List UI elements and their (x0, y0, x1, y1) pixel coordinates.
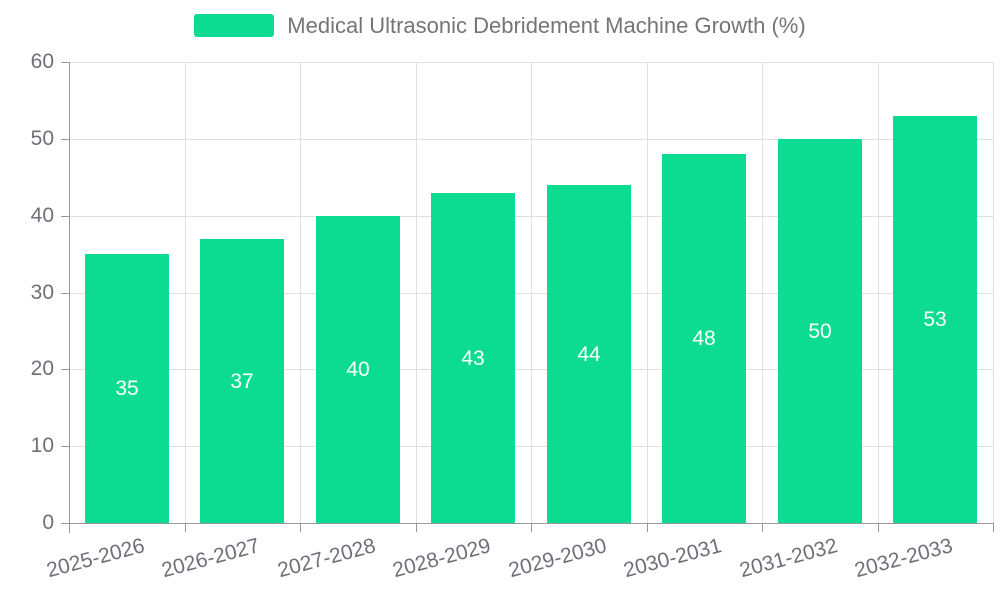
y-tick-label: 0 (42, 511, 54, 534)
y-tick-label: 30 (30, 281, 54, 304)
x-tick-mark (531, 523, 532, 532)
x-tick-mark (878, 523, 879, 532)
bar[interactable]: 35 (85, 254, 169, 523)
v-gridline (185, 62, 186, 523)
bar[interactable]: 37 (200, 239, 284, 523)
y-tick-label: 40 (30, 204, 54, 227)
v-gridline (300, 62, 301, 523)
bar[interactable]: 53 (893, 116, 977, 523)
x-tick-mark (185, 523, 186, 532)
bar[interactable]: 40 (316, 216, 400, 523)
x-tick-label: 2030-2031 (620, 534, 724, 583)
bar-value-label: 37 (230, 369, 254, 393)
x-axis: 2025-2026 2026-2027 2027-2028 2028-2029 2029… (44, 523, 994, 600)
v-gridline (762, 62, 763, 523)
y-tick-label: 50 (30, 127, 54, 150)
bar-value-label: 44 (577, 342, 601, 366)
bar-value-label: 40 (346, 358, 370, 381)
x-tick-label: 2032-2033 (851, 534, 955, 583)
y-tick-mark (61, 62, 69, 63)
bar-value-label: 50 (808, 319, 832, 343)
y-tick-mark (61, 446, 69, 447)
bar[interactable]: 48 (662, 154, 746, 523)
x-tick-label: 2025-2026 (43, 534, 147, 583)
y-tick-label: 10 (30, 434, 54, 457)
bar-value-label: 35 (115, 377, 139, 400)
y-tick-mark (61, 216, 69, 217)
bar[interactable]: 43 (431, 193, 515, 523)
x-tick-mark (416, 523, 417, 532)
x-tick-label: 2028-2029 (389, 534, 493, 583)
y-axis-line (69, 62, 70, 533)
x-tick-label: 2029-2030 (505, 534, 609, 583)
bar[interactable]: 50 (778, 139, 862, 523)
v-gridline (878, 62, 879, 523)
x-tick-mark (300, 523, 301, 532)
y-tick-mark (61, 139, 69, 140)
x-tick-mark (69, 523, 70, 532)
y-tick-label: 20 (30, 357, 54, 380)
bar-value-label: 53 (923, 308, 947, 331)
x-tick-mark (647, 523, 648, 532)
x-tick-mark (993, 523, 994, 532)
legend[interactable]: Medical Ultrasonic Debridement Machine G… (0, 14, 1000, 37)
legend-swatch-icon (194, 14, 275, 37)
y-axis: 0 10 20 30 40 50 60 (0, 51, 69, 534)
plot-area: 35 37 40 43 44 48 50 53 (69, 62, 994, 523)
y-tick-mark (61, 369, 69, 370)
legend-label: Medical Ultrasonic Debridement Machine G… (287, 12, 806, 38)
v-gridline (647, 62, 648, 523)
v-gridline (416, 62, 417, 523)
y-tick-mark (61, 523, 69, 524)
y-tick-label: 60 (30, 50, 54, 73)
bar-value-label: 43 (461, 346, 485, 370)
v-gridline (531, 62, 532, 523)
x-tick-label: 2027-2028 (274, 534, 378, 583)
y-tick-mark (61, 293, 69, 294)
v-gridline (993, 62, 994, 523)
x-tick-mark (762, 523, 763, 532)
bar[interactable]: 44 (547, 185, 631, 523)
bar-value-label: 48 (692, 327, 716, 350)
x-tick-label: 2031-2032 (736, 534, 840, 583)
x-tick-label: 2026-2027 (158, 534, 262, 583)
